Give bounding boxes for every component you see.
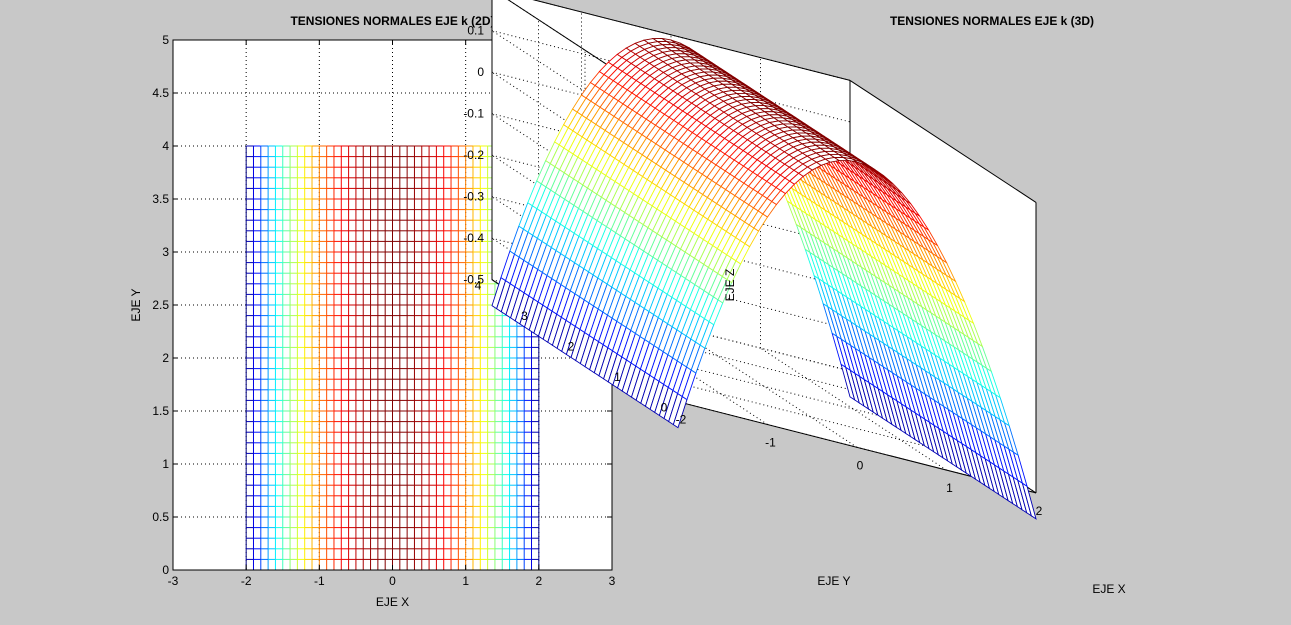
y-tick-label: 3: [162, 245, 169, 259]
y-tick-label: 3.5: [152, 192, 169, 206]
y-tick-label: 0: [162, 563, 169, 577]
x-tick-label: 0: [389, 574, 396, 588]
plot-2d-mesh: [245, 145, 540, 571]
x-tick-label: -3: [168, 574, 179, 588]
plot-3d-title: TENSIONES NORMALES EJE k (3D): [890, 14, 1094, 28]
frame-edge: [849, 79, 1037, 203]
z-tick-label: 0.1: [467, 24, 484, 38]
y-tick-label: 1: [614, 370, 621, 384]
z-tick-label: -0.2: [463, 148, 484, 162]
grid-y-floor: [631, 370, 990, 463]
y-tick-label: 4: [162, 139, 169, 153]
z-tick-label: 0: [477, 65, 484, 79]
surface-cell: [852, 158, 867, 166]
z-tick-label: -0.3: [463, 190, 484, 204]
plot-3d: -2-101201234-0.5-0.4-0.3-0.2-0.100.10.2 …: [463, 0, 1126, 596]
y-tick-label: 4: [475, 279, 482, 293]
y-tick-label: 1: [162, 457, 169, 471]
x-tick-label: 2: [1036, 504, 1043, 518]
y-tick-label: 4.5: [152, 86, 169, 100]
x-tick-label: 2: [535, 574, 542, 588]
y-tick-label: 5: [162, 33, 169, 47]
plot-3d-ylabel: EJE Y: [817, 574, 850, 588]
plot-2d-ylabel: EJE Y: [129, 288, 143, 321]
z-tick-label: -0.4: [463, 231, 484, 245]
grid-y-floor: [538, 309, 897, 402]
frame-edge: [532, 0, 851, 81]
y-tick-label: 1.5: [152, 404, 169, 418]
x-tick-label: 3: [609, 574, 616, 588]
plot-2d-ticks: -3 -2 -1 0 1 2 3 0 0.5 1 1.5 2 2.5 3 3.5 4 4.5 5: [152, 33, 615, 588]
z-tick-label: -0.1: [463, 107, 484, 121]
x-tick-label: -1: [314, 574, 325, 588]
plot-3d-surface: [491, 38, 1037, 520]
x-tick-label: -1: [765, 436, 776, 450]
plot-3d-zlabel: EJE Z: [723, 269, 737, 302]
plot-2d-title: TENSIONES NORMALES EJE k (2D): [290, 14, 494, 28]
x-tick-label: 1: [462, 574, 469, 588]
x-tick-label: -2: [676, 413, 687, 427]
z-tick-label: -0.5: [463, 273, 484, 287]
y-tick-label: 0.5: [152, 510, 169, 524]
y-tick-label: 0: [661, 401, 668, 415]
x-tick-label: 1: [946, 481, 953, 495]
grid-y-floor: [584, 340, 944, 433]
y-tick-label: 2: [568, 340, 575, 354]
x-tick-label: -2: [241, 574, 252, 588]
plot-2d-xlabel: EJE X: [376, 595, 409, 609]
x-tick-label: 0: [857, 458, 864, 472]
y-tick-label: 2.5: [152, 298, 169, 312]
plot-3d-xlabel: EJE X: [1092, 582, 1125, 596]
y-tick-label: 3: [521, 309, 528, 323]
y-tick-label: 2: [162, 351, 169, 365]
